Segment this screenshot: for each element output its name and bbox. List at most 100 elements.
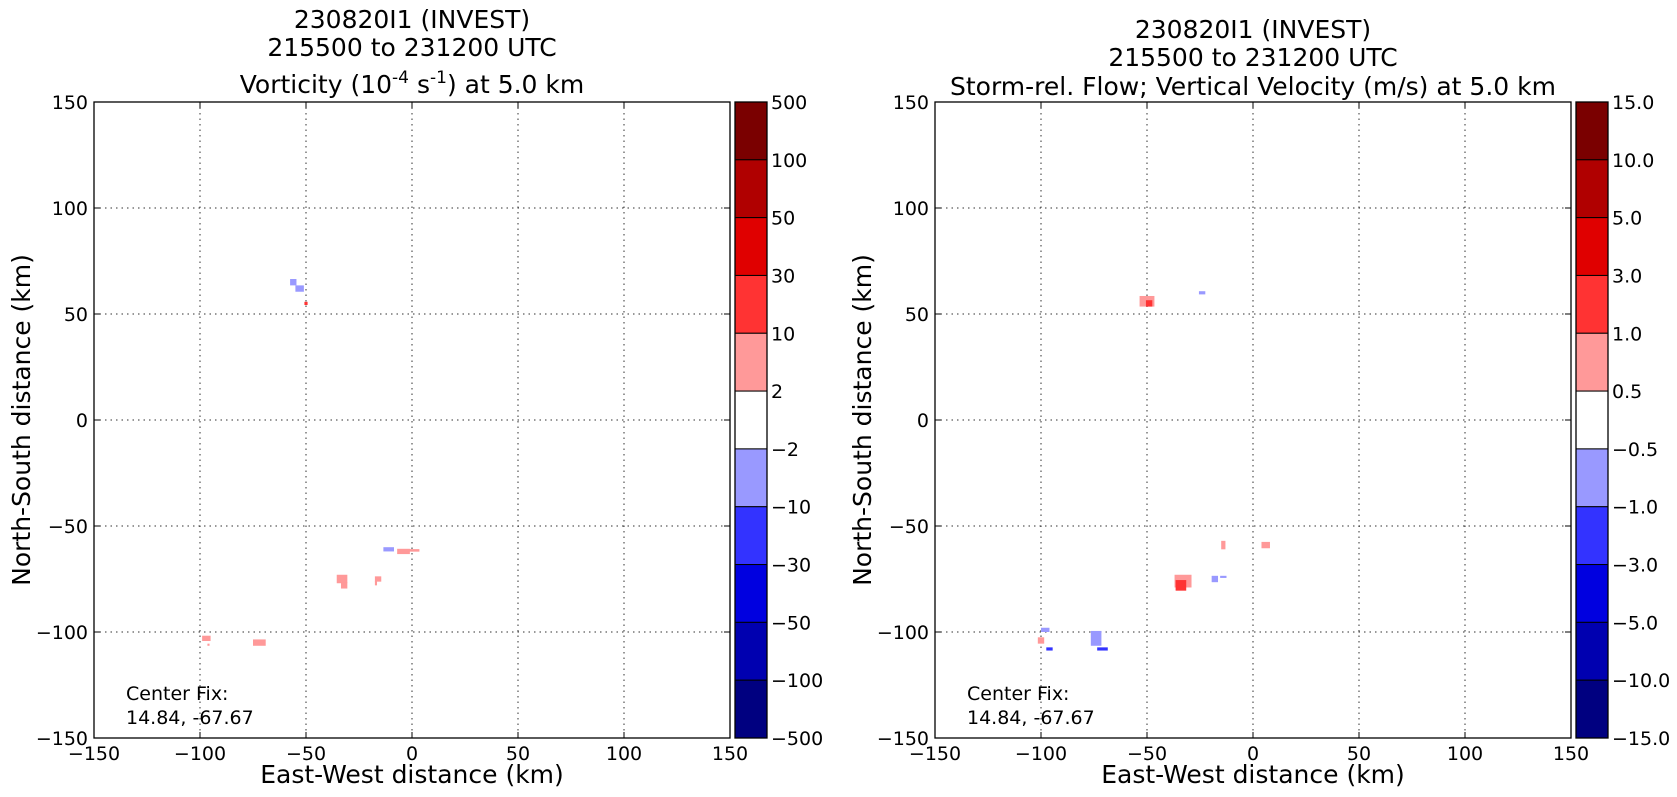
data-patch — [1220, 575, 1227, 578]
colorbar-label: 1.0 — [1612, 323, 1642, 345]
data-patch — [1261, 541, 1270, 549]
y-tick-label: 100 — [52, 198, 88, 220]
colorbar-label: 0.5 — [1612, 381, 1642, 403]
panel-title-line-1: 230820I1 (INVEST) — [294, 5, 530, 34]
vertical-velocity-panel: 230820I1 (INVEST) 215500 to 231200 UTC S… — [848, 15, 1670, 789]
y-tick-label: 50 — [905, 304, 929, 326]
data-patch — [202, 635, 211, 642]
data-features — [1037, 291, 1270, 651]
colorbar-label: 30 — [771, 265, 795, 287]
x-tick-label: 50 — [1347, 743, 1371, 765]
colorbar-segment — [1575, 159, 1609, 219]
data-patch — [408, 549, 420, 552]
colorbar-frame — [734, 101, 768, 739]
axis-ticks: −150 −100 −50 0 50 100 150 −150 −100 −50 0 50 100 150 — [36, 92, 748, 765]
y-tick-label: −50 — [48, 516, 88, 538]
y-tick-label: 100 — [893, 198, 929, 220]
y-tick-label: −150 — [36, 728, 88, 750]
y-axis-label: North-South distance (km) — [7, 254, 36, 586]
grid-lines — [94, 102, 730, 738]
grid-lines — [935, 102, 1571, 738]
panel-title-variable: Vorticity (10-4 s-1) at 5.0 km — [240, 68, 585, 99]
data-patch — [1046, 647, 1053, 651]
data-patch — [290, 279, 297, 286]
colorbar-label: 2 — [771, 381, 783, 403]
data-patch — [1090, 630, 1102, 646]
colorbar-label: −30 — [771, 555, 811, 577]
colorbar-segment — [1575, 390, 1609, 450]
y-tick-label: 150 — [893, 92, 929, 114]
y-tick-label: 0 — [917, 410, 929, 432]
colorbar-segment — [1575, 274, 1609, 334]
annotation-line-2: 14.84, -67.67 — [126, 707, 254, 729]
annotation-line-1: Center Fix: — [126, 683, 228, 705]
data-patch — [1041, 627, 1050, 632]
colorbar-segment — [1575, 332, 1609, 392]
colorbar-label: 3.0 — [1612, 265, 1642, 287]
colorbar-segment — [734, 564, 768, 623]
colorbar-segment — [1575, 448, 1609, 508]
y-tick-label: 150 — [52, 92, 88, 114]
colorbar-label: 100 — [771, 150, 807, 172]
colorbar-segment — [734, 217, 768, 276]
x-tick-label: 0 — [406, 743, 418, 765]
data-patch — [253, 639, 266, 646]
colorbar-segment — [734, 506, 768, 566]
data-patch — [1221, 540, 1226, 550]
y-tick-label: −100 — [877, 622, 929, 644]
colorbar-segment — [734, 159, 768, 219]
colorbar-segment — [734, 332, 768, 392]
x-tick-label: −150 — [68, 743, 120, 765]
colorbar-label: −0.5 — [1612, 439, 1658, 461]
colorbar-segment — [734, 390, 768, 450]
panel-title-variable: Storm-rel. Flow; Vertical Velocity (m/s)… — [950, 72, 1556, 101]
colorbar-frame — [1575, 101, 1609, 739]
colorbar-segment — [1575, 564, 1609, 623]
data-patch — [304, 301, 308, 305]
colorbar-segment — [1575, 506, 1609, 566]
colorbar-segment — [734, 679, 768, 739]
colorbar-segment — [734, 621, 768, 681]
panel-title-line-2: 215500 to 231200 UTC — [267, 33, 556, 62]
colorbar-label: −100 — [771, 670, 823, 692]
x-tick-label: 150 — [1553, 743, 1589, 765]
plot-frame — [934, 101, 1572, 739]
colorbar-label: −3.0 — [1612, 555, 1658, 577]
annotation-line-2: 14.84, -67.67 — [967, 707, 1095, 729]
colorbar: 15.0 10.0 5.0 3.0 1.0 0.5 −0.5 −1.0 −3.0 −5.0 −10.… — [1575, 92, 1670, 750]
data-patch — [374, 576, 382, 582]
data-patch — [397, 548, 410, 555]
colorbar-label: −10.0 — [1612, 670, 1670, 692]
x-tick-label: −50 — [286, 743, 326, 765]
x-axis-label: East-West distance (km) — [1101, 760, 1405, 789]
data-patch — [336, 574, 348, 584]
colorbar-label: 15.0 — [1612, 92, 1654, 114]
axis-ticks: −150 −100 −50 0 50 100 150 −150 −100 −50 0 50 100 150 — [877, 92, 1589, 765]
colorbar-label: −1.0 — [1612, 497, 1658, 519]
colorbar-segment — [734, 448, 768, 508]
data-patch — [1037, 637, 1045, 644]
colorbar-label: 10.0 — [1612, 150, 1654, 172]
panel-title-line-2: 215500 to 231200 UTC — [1108, 43, 1397, 72]
data-patch — [295, 285, 304, 292]
data-patch — [1211, 575, 1219, 583]
colorbar-segment — [1575, 217, 1609, 276]
plot-frame — [93, 101, 731, 739]
x-tick-label: −100 — [174, 743, 226, 765]
y-axis-label: North-South distance (km) — [848, 254, 877, 586]
data-patch — [383, 547, 394, 552]
colorbar-segment — [734, 101, 768, 161]
annotation-line-1: Center Fix: — [967, 683, 1069, 705]
data-patch — [1198, 291, 1206, 295]
colorbar-label: −500 — [771, 728, 823, 750]
x-tick-label: −50 — [1127, 743, 1167, 765]
y-tick-label: −50 — [889, 516, 929, 538]
y-tick-label: 50 — [64, 304, 88, 326]
data-patch — [374, 581, 378, 586]
data-patch — [207, 643, 210, 646]
x-tick-label: 100 — [606, 743, 642, 765]
x-axis-label: East-West distance (km) — [260, 760, 564, 789]
x-tick-label: 0 — [1247, 743, 1259, 765]
y-tick-label: 0 — [76, 410, 88, 432]
